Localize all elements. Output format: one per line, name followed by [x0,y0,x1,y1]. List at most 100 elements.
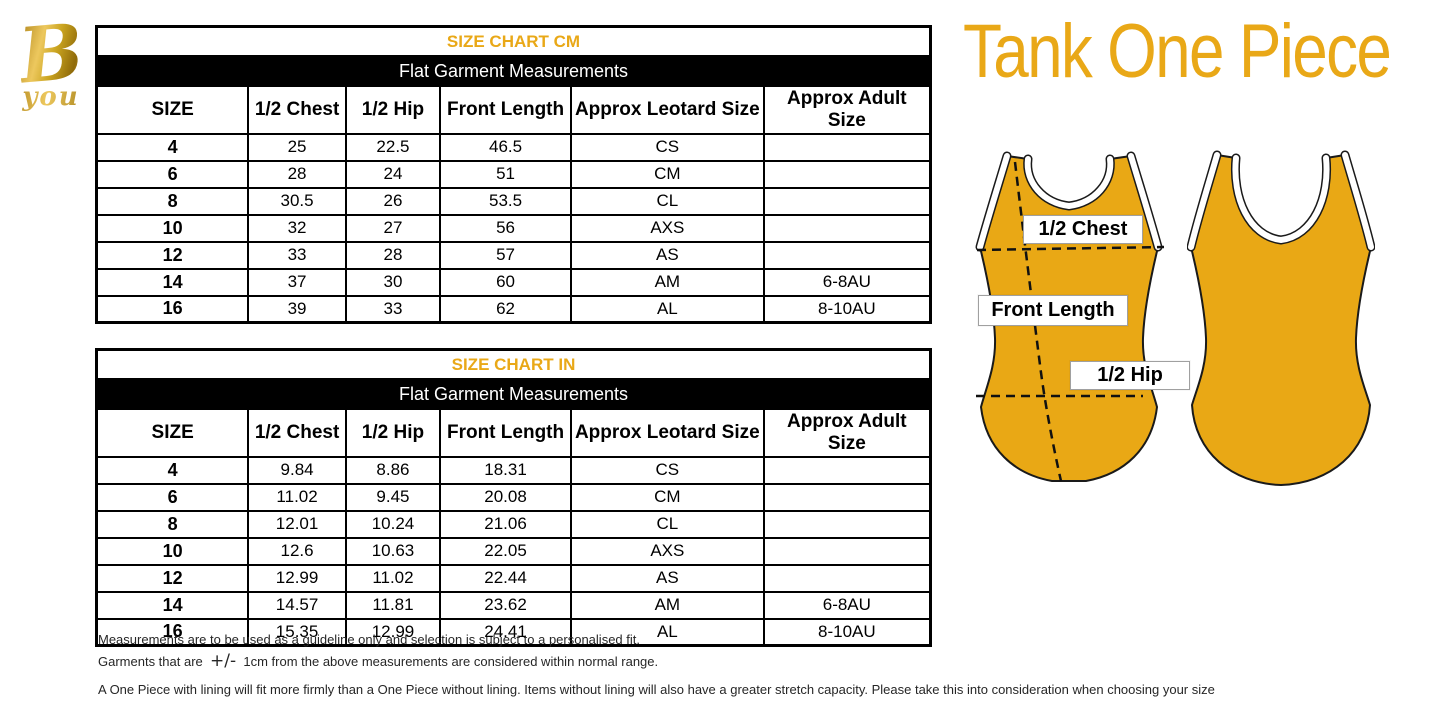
table-cell: 6-8AU [762,590,932,620]
table-cell: CS [570,132,765,162]
table-cell: 14 [95,590,250,620]
table-cell: AM [570,590,765,620]
column-header: Front Length [439,84,573,135]
column-header: 1/2 Chest [247,407,347,458]
table-row: 4 9.84 8.86 18.31 CS [95,455,932,485]
table-row: 16 15.35 12.99 24.41 AL 8-10AU [95,617,932,647]
armhole-trim-right [1128,153,1161,250]
table-cell: 18.31 [439,455,573,485]
table-cell: 28 [344,240,442,270]
table-cell: 22.05 [439,536,573,566]
column-header: Front Length [439,407,573,458]
table-cell: 27 [344,213,442,243]
table-cell: 57 [439,240,573,270]
table-cell [762,159,932,189]
table-cell: 6 [95,159,250,189]
table-cell: AXS [570,536,765,566]
hip-measure-label: 1/2 Hip [1070,361,1190,390]
table-cell: 25 [247,132,347,162]
back-neckline-trim [1232,155,1330,244]
table-cell: 16 [95,617,250,647]
table-cell [762,186,932,216]
table-cell: AXS [570,213,765,243]
table-row: 6 11.02 9.45 20.08 CM [95,482,932,512]
table-subtitle: Flat Garment Measurements [95,55,932,87]
table-cell [762,132,932,162]
footnote-tolerance-before: Garments that are [98,653,203,669]
column-header: 1/2 Hip [344,84,442,135]
table-cell [762,536,932,566]
table-cell: 22.44 [439,563,573,593]
table-cell [762,563,932,593]
table-row: 10 32 27 56 AXS [95,213,932,243]
table-cell: 46.5 [439,132,573,162]
table-cell: 8 [95,186,250,216]
product-title: Tank One Piece [963,9,1392,94]
table-cell: 6-8AU [762,267,932,297]
table-cell: 6 [95,482,250,512]
chest-dashed-line [976,245,1165,252]
column-header: SIZE [95,84,250,135]
column-header: Approx Adult Size [762,407,932,458]
column-header: 1/2 Chest [247,84,347,135]
table-cell: 14 [95,267,250,297]
table-cell: 62 [439,294,573,324]
table-row: 4 25 22.5 46.5 CS [95,132,932,162]
table-cell: 33 [247,240,347,270]
table-cell [762,482,932,512]
back-armhole-trim-left [1188,152,1220,250]
table-row: 8 30.5 26 53.5 CL [95,186,932,216]
table-subtitle: Flat Garment Measurements [95,378,932,410]
armhole-trim-left [977,153,1010,250]
footnote-tolerance: Garments that are +/- 1cm from the above… [98,652,1278,670]
footnote-guideline: Measurements are to be used as a guideli… [98,632,640,647]
table-cell: 11.02 [247,482,347,512]
table-cell: 10.63 [344,536,442,566]
table-cell: 8-10AU [762,617,932,647]
table-cell: 4 [95,455,250,485]
table-cell: 12.99 [344,617,442,647]
table-cell: 9.45 [344,482,442,512]
column-header: SIZE [95,407,250,458]
table-cell: 51 [439,159,573,189]
table-row: 16 39 33 62 AL 8-10AU [95,294,932,324]
table-cell: 12.99 [247,563,347,593]
table-cell: AS [570,240,765,270]
table-cell: 8.86 [344,455,442,485]
size-chart-in-table: SIZE CHART IN Flat Garment Measurements SI… [95,348,932,647]
footnotes: Measurements are to be used as a guideli… [98,632,1278,705]
table-cell: 10 [95,536,250,566]
table-cell: CL [570,509,765,539]
table-cell: 8-10AU [762,294,932,324]
table-cell: AM [570,267,765,297]
table-title: SIZE CHART IN [95,348,932,381]
table-cell: 24.41 [439,617,573,647]
table-cell: 10 [95,213,250,243]
table-cell: 23.62 [439,590,573,620]
table-cell: 39 [247,294,347,324]
footnote-lining: A One Piece with lining will fit more fi… [98,681,1215,697]
table-row: 14 14.57 11.81 23.62 AM 6-8AU [95,590,932,620]
table-row: 6 28 24 51 CM [95,159,932,189]
table-cell: 56 [439,213,573,243]
table-cell: 24 [344,159,442,189]
garment-diagrams: 1/2 Chest Front Length 1/2 Hip [965,145,1395,507]
table-cell: 30 [344,267,442,297]
table-cell: 26 [344,186,442,216]
table-cell: 11.81 [344,590,442,620]
table-cell: 11.02 [344,563,442,593]
table-cell: 37 [247,267,347,297]
table-cell: AS [570,563,765,593]
table-cell: 8 [95,509,250,539]
table-cell: 60 [439,267,573,297]
table-cell: 14.57 [247,590,347,620]
table-title: SIZE CHART CM [95,25,932,58]
table-cell [762,240,932,270]
table-cell: 21.06 [439,509,573,539]
column-header: Approx Leotard Size [570,84,765,135]
plus-minus-symbol: +/- [210,650,237,671]
table-cell: CS [570,455,765,485]
table-cell [762,509,932,539]
chest-measure-label: 1/2 Chest [1023,215,1143,244]
